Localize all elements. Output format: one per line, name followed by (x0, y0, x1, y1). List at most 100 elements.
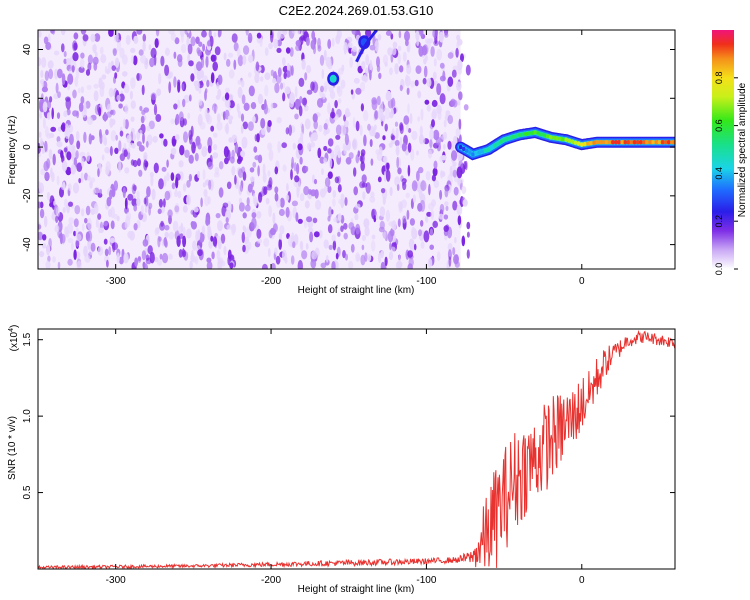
noise-blob (157, 259, 163, 266)
noise-blob (142, 239, 149, 247)
noise-blob (74, 76, 79, 87)
noise-blob (380, 261, 386, 269)
noise-blob (210, 125, 215, 132)
noise-blob (363, 110, 369, 122)
noise-blob (248, 54, 254, 63)
noise-blob (163, 175, 167, 187)
noise-blob (208, 179, 212, 190)
noise-blob (243, 102, 250, 112)
noise-blob (174, 203, 180, 215)
noise-blob (227, 52, 234, 58)
noise-blob (203, 189, 208, 197)
x-tick-label: -100 (416, 575, 436, 586)
noise-blob (250, 102, 257, 110)
noise-blob (188, 94, 192, 102)
noise-blob (133, 35, 139, 44)
noise-blob (177, 58, 183, 68)
noise-blob (254, 199, 258, 205)
noise-blob (100, 81, 105, 91)
noise-blob (374, 132, 380, 139)
noise-blob (290, 65, 294, 76)
noise-blob (396, 184, 400, 191)
noise-blob (456, 204, 463, 216)
noise-blob (418, 187, 423, 200)
noise-blob (234, 142, 239, 154)
noise-blob (124, 119, 129, 130)
noise-blob (466, 249, 470, 259)
noise-blob (420, 180, 427, 192)
noise-blob (348, 260, 354, 269)
noise-blob (261, 263, 268, 269)
noise-blob (87, 62, 92, 71)
noise-blob (297, 260, 303, 269)
noise-blob (123, 83, 130, 94)
noise-blob (140, 205, 144, 215)
noise-blob (172, 220, 179, 232)
noise-blob (359, 181, 366, 189)
noise-blob (144, 206, 148, 213)
noise-blob (375, 214, 379, 220)
noise-blob (130, 100, 136, 110)
noise-blob (327, 148, 332, 154)
noise-blob (167, 209, 173, 218)
noise-blob (452, 169, 457, 178)
figure-title: C2E2.2024.269.01.53.G10 (279, 3, 434, 18)
noise-blob (276, 47, 282, 54)
noise-blob (401, 199, 407, 209)
noise-blob (38, 131, 42, 138)
noise-blob (266, 184, 273, 191)
noise-blob (295, 44, 301, 52)
x-tick-label: -200 (261, 276, 281, 287)
noise-blob (335, 252, 339, 260)
noise-blob (63, 110, 68, 118)
noise-blob (408, 128, 412, 133)
noise-blob (247, 183, 253, 193)
noise-blob (55, 215, 59, 223)
colorbar-tick-label: 0.0 (714, 263, 724, 276)
noise-blob (106, 103, 112, 113)
noise-blob (80, 52, 85, 59)
noise-blob (301, 250, 308, 260)
noise-blob (406, 87, 410, 96)
noise-blob (46, 100, 52, 109)
noise-blob (115, 134, 118, 141)
noise-blob (131, 198, 138, 207)
noise-blob (365, 30, 372, 37)
noise-blob (291, 30, 297, 34)
noise-blob (350, 89, 354, 95)
noise-blob (153, 162, 159, 174)
noise-blob (63, 147, 68, 153)
noise-blob (236, 103, 240, 113)
noise-blob (310, 134, 314, 143)
noise-blob (118, 93, 125, 102)
noise-blob (301, 97, 308, 106)
noise-blob (87, 116, 93, 125)
y-tick-label: 1.5 (22, 332, 33, 346)
noise-blob (60, 124, 66, 131)
noise-blob (118, 160, 122, 173)
noise-blob (239, 184, 244, 192)
noise-blob (420, 241, 425, 249)
noise-blob (93, 202, 99, 215)
noise-blob (92, 188, 96, 196)
noise-blob (329, 90, 336, 100)
noise-blob (431, 99, 438, 108)
ridge-cell (561, 137, 565, 142)
ridge-cell (502, 137, 506, 142)
noise-blob (189, 260, 193, 269)
noise-blob (267, 142, 273, 151)
noise-blob (402, 181, 407, 191)
noise-blob (294, 86, 298, 98)
feature-core (329, 74, 337, 83)
noise-blob (376, 64, 381, 73)
noise-blob (138, 49, 144, 56)
noise-blob (38, 30, 42, 38)
noise-blob (153, 103, 158, 116)
noise-blob (331, 37, 335, 47)
noise-blob (340, 125, 347, 136)
noise-blob (227, 115, 234, 121)
noise-blob (352, 138, 358, 151)
noise-blob (158, 198, 163, 208)
noise-blob (124, 197, 128, 210)
ridge-cell (524, 131, 528, 137)
